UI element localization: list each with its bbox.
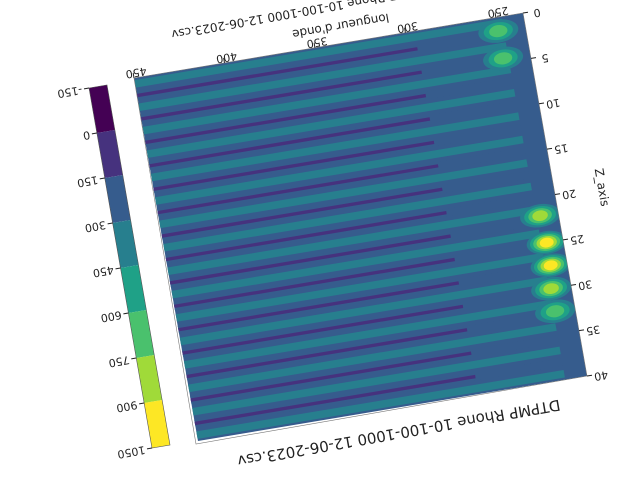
contour-stripe [179, 276, 549, 346]
x-tick-label: 250 [487, 4, 510, 20]
contour-hotspot [489, 24, 508, 38]
z-tick-label: 20 [561, 186, 577, 201]
colorbar-tick-label: 150 [76, 173, 99, 189]
z-tick-mark [570, 283, 577, 286]
z-tick-mark [586, 374, 593, 377]
colorbar-tick-label: 1050 [116, 443, 146, 461]
contour-hotspot [493, 52, 513, 65]
colorbar-tick-label: -150 [56, 83, 83, 100]
z-tick-mark [522, 11, 529, 14]
colorbar: -150 0 150 300 450 600 750 900 1050 [56, 83, 171, 461]
x-tick-label: 350 [306, 34, 329, 50]
x-tick-label: 400 [215, 49, 238, 65]
colorbar-segment [136, 355, 163, 403]
colorbar-tick-label: 300 [84, 218, 107, 234]
contour-stripe [175, 252, 545, 322]
z-tick-label: 40 [593, 368, 609, 383]
x-tick-label: 300 [396, 19, 419, 35]
contour-band [178, 281, 460, 332]
colorbar-tick-label: 600 [100, 308, 123, 324]
z-tick-label: 5 [541, 51, 550, 65]
contour-stripe [134, 18, 503, 88]
colorbar-tick-mark [99, 177, 105, 180]
colorbar-tick-label: 900 [115, 398, 138, 414]
contour-band [174, 257, 455, 308]
contour-stripe [142, 65, 512, 135]
z-tick-label: 0 [533, 5, 542, 19]
contour-hotspot [543, 260, 558, 271]
colorbar-tick-mark [107, 222, 113, 225]
colorbar-segment [96, 130, 123, 178]
colorbar-tick-mark [123, 312, 129, 315]
z-tick-mark [546, 147, 553, 150]
contour-hotspot [543, 283, 559, 294]
x-tick-mark [404, 27, 406, 33]
contour-band [140, 70, 422, 121]
contour-band [136, 47, 418, 98]
colorbar-frame [88, 84, 171, 449]
contour-band [190, 351, 472, 402]
z-tick-label: 10 [545, 96, 561, 111]
colorbar-segment [128, 310, 155, 358]
x-tick-mark [313, 42, 316, 48]
colorbar-segment [104, 175, 131, 223]
contour-stripe [167, 206, 536, 275]
z-tick-mark [578, 329, 585, 332]
contour-stripe [192, 346, 561, 416]
contour-band [161, 187, 443, 238]
contour-stripe [171, 229, 541, 299]
contour-stripe [159, 159, 528, 229]
contour-stripe [183, 299, 553, 369]
contour-stripe [188, 323, 557, 393]
x-tick-mark [494, 12, 497, 18]
z-tick-label: 30 [577, 277, 593, 292]
z-tick-label: 25 [569, 232, 585, 247]
contour-band [157, 164, 439, 215]
colorbar-tick-mark [91, 132, 97, 135]
z-tick-mark [530, 57, 537, 59]
colorbar-tick-label: 450 [92, 263, 115, 279]
x-tick-label: 450 [125, 64, 148, 80]
z-tick-label: 35 [585, 322, 601, 337]
contour-stripe [138, 42, 508, 112]
contour-band [194, 374, 476, 426]
x-tick-mark [132, 72, 135, 79]
colorbar-tick-mark [115, 267, 121, 270]
z-tick-label: 15 [553, 141, 569, 156]
x-tick-mark [223, 57, 225, 63]
contour-stripe [146, 89, 516, 158]
colorbar-tick-label: 0 [82, 128, 91, 142]
contour-hotspot [545, 305, 565, 318]
colorbar-segment [144, 400, 170, 448]
contour-stripe [196, 370, 565, 439]
colorbar-segment [120, 265, 147, 313]
z-tick-mark [538, 102, 545, 105]
contour-hotspot [532, 210, 548, 222]
colorbar-segment [89, 85, 115, 133]
colorbar-tick-mark [139, 402, 145, 405]
contour-band [149, 117, 431, 168]
contour-band [145, 93, 427, 145]
colorbar-tick-label: 750 [108, 353, 131, 369]
contour-stripe [155, 135, 524, 205]
z-axis: 0 5 10 15 20 25 30 35 40 [522, 5, 609, 383]
contour-band [165, 211, 447, 262]
colorbar-tick-mark [146, 447, 153, 450]
z-tick-mark [562, 238, 569, 241]
contour-plot [134, 13, 587, 441]
colorbar-tick-mark [131, 357, 137, 360]
contour-stripe [150, 112, 520, 182]
contour-band [182, 304, 464, 355]
z-tick-mark [554, 193, 561, 195]
contour-hotspot [539, 237, 554, 248]
colorbar-segment [112, 220, 139, 268]
x-axis: 250 300 350 400 450 [125, 4, 510, 81]
contour-band [186, 328, 468, 379]
contour-stripe [163, 182, 532, 252]
z-axis-label: Z_axis [592, 167, 612, 207]
contour-band [153, 140, 435, 191]
contour-band [169, 234, 451, 285]
colorbar-tick-mark [83, 87, 90, 90]
